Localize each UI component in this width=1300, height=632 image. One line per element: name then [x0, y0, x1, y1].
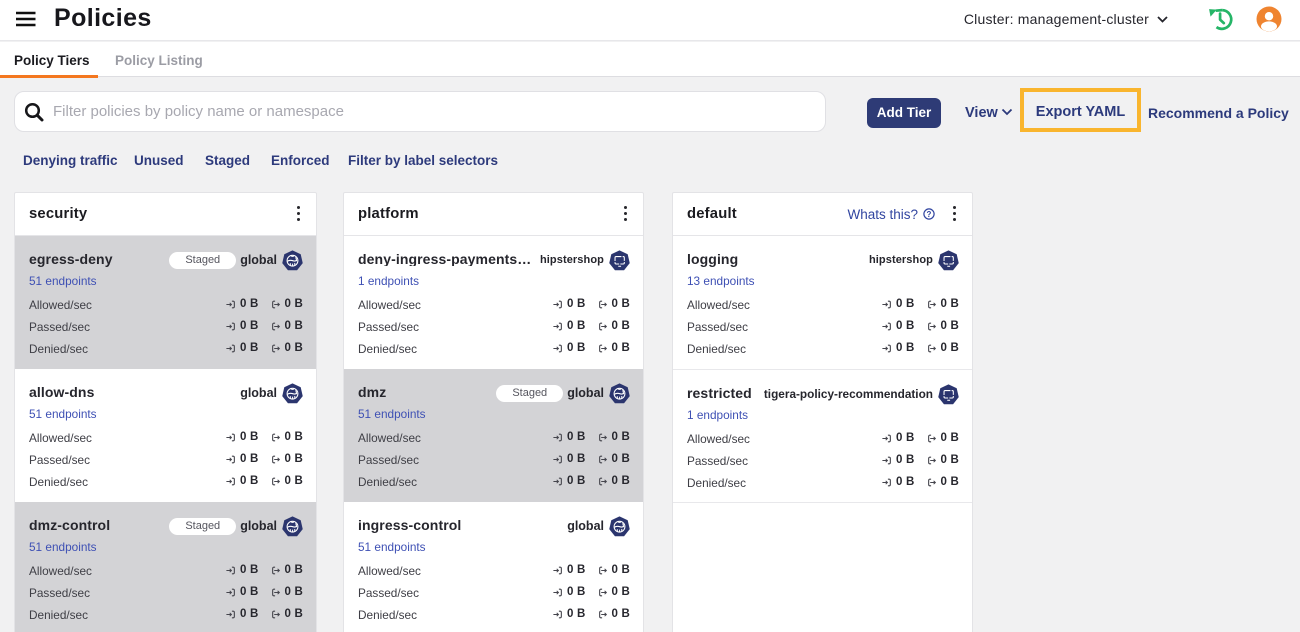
svg-text:?: ?: [927, 210, 932, 219]
